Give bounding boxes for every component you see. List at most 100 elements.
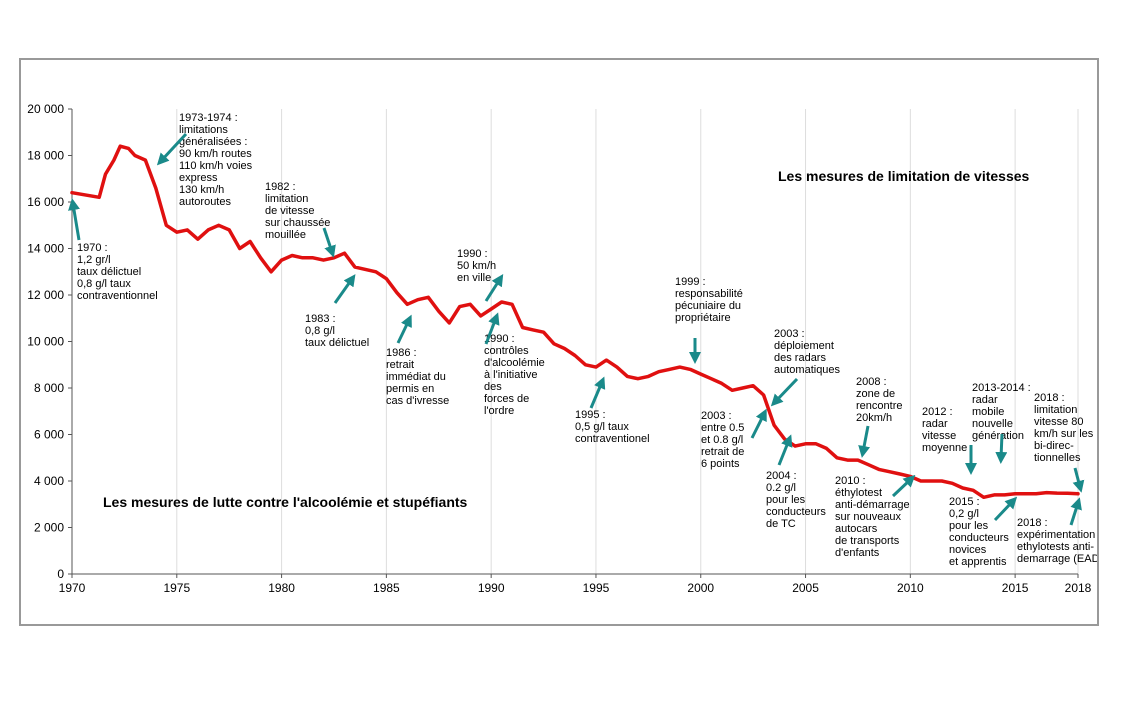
annotation-line: 1986 :	[386, 347, 417, 359]
annotation-text: 1982 : limitation de vitesse sur chaussée mo…	[265, 181, 330, 241]
annotation-line: autocars	[835, 523, 878, 535]
annotation-line: tionnelles	[1034, 452, 1081, 464]
annotation-arrow	[1072, 467, 1085, 493]
annotation-line: 2015 :	[949, 496, 980, 508]
x-tick-label: 2010	[897, 581, 924, 595]
annotation-line: mobile	[972, 406, 1004, 418]
annotation-line: 0.2 g/l	[766, 482, 796, 494]
annotation-line: limitation	[1034, 404, 1077, 416]
annotation-line: taux délictuel	[77, 266, 141, 278]
annotation-line: et 0.8 g/l	[701, 434, 743, 446]
heading-speed-measures: Les mesures de limitation de vitesses	[778, 168, 1030, 184]
annotation-line: de vitesse	[265, 205, 315, 217]
annotation-text: 2012 : radar vitesse moyenne	[922, 406, 967, 454]
annotation-arrow	[770, 377, 799, 407]
annotation-line: taux délictuel	[305, 337, 369, 349]
annotation-text: 2015 :0,2 g/l pour les conducteurs novices e…	[949, 496, 1009, 568]
annotation-line: cas d'ivresse	[386, 395, 449, 407]
annotation-arrow	[68, 198, 81, 241]
annotation-text: 2003 : entre 0.5 et 0.8 g/l retrait de 6 poi…	[701, 410, 744, 470]
annotation-line: 2018 :	[1034, 392, 1065, 404]
annotation-line: radar	[972, 394, 998, 406]
annotation-line: entre 0.5	[701, 422, 744, 434]
annotation-text: 2008 : zone de rencontre 20km/h	[856, 376, 902, 424]
annotation-line: 130 km/h	[179, 184, 224, 196]
annotation-line: 1999 :	[675, 276, 706, 288]
annotation-line: sur nouveaux	[835, 511, 902, 523]
annotation-line: pécuniaire du	[675, 300, 741, 312]
y-tick-label: 0	[57, 567, 64, 581]
annotation-line: pour les	[766, 494, 806, 506]
annotation-line: et apprentis	[949, 556, 1007, 568]
annotation-text: 2003 : déploiement des radars automatiques	[774, 328, 841, 376]
annotation-arrow	[777, 434, 793, 466]
annotation-text: 1990 :50 km/h en ville	[457, 248, 496, 284]
annotation-line: généralisées :	[179, 136, 248, 148]
annotation-line: d'alcoolémie	[484, 357, 545, 369]
annotation-line: de transports	[835, 535, 900, 547]
annotation-line: conducteurs	[949, 532, 1009, 544]
annotation-text: 1970 :1,2 gr/l taux délictuel 0,8 g/l taux…	[77, 242, 158, 302]
annotation-line: ethylotests anti-	[1017, 541, 1094, 553]
annotation-line: propriétaire	[675, 312, 731, 324]
annotation-line: d'enfants	[835, 547, 880, 559]
x-tick-label: 1985	[373, 581, 400, 595]
annotation-line: 1990 :	[484, 333, 515, 345]
annotation-line: immédiat du	[386, 371, 446, 383]
annotation-text: 1995 :0,5 g/l taux contraventionel	[575, 409, 650, 445]
annotation-line: conducteurs	[766, 506, 826, 518]
annotation-line: km/h sur les	[1034, 428, 1094, 440]
chart-svg: 0 2 000 4 000 6 000 8 000 10 000 12 000 14 000 1…	[27, 102, 1097, 595]
annotation-line: 1983 :	[305, 313, 336, 325]
annotation-line: 2018 :	[1017, 517, 1048, 529]
y-tick-label: 18 000	[27, 149, 64, 163]
annotation-line: 2003 :	[774, 328, 805, 340]
annotation-line: mouillée	[265, 229, 306, 241]
x-tick-label: 2018	[1065, 581, 1092, 595]
annotation-line: express	[179, 172, 218, 184]
annotation-text: 1983 :0,8 g/l taux délictuel	[305, 313, 369, 349]
annotation-arrow	[858, 425, 871, 458]
annotation-line: l'ordre	[484, 405, 514, 417]
annotation-arrow	[484, 312, 500, 345]
annotation-line: de TC	[766, 518, 796, 530]
annotation-text: 2018 : expérimentation ethylotests anti-de…	[1017, 517, 1097, 565]
annotation-line: 1,2 gr/l	[77, 254, 111, 266]
annotation-line: déploiement	[774, 340, 834, 352]
annotation-arrow	[396, 314, 412, 344]
y-tick-label: 14 000	[27, 242, 64, 256]
annotation-line: demarrage (EAD)	[1017, 553, 1097, 565]
annotation-text: 2010 : éthylotest anti-démarrage sur nouvea…	[835, 475, 910, 559]
annotation-line: en ville	[457, 272, 491, 284]
annotation-arrow	[891, 474, 916, 498]
annotation-line: vitesse 80	[1034, 416, 1084, 428]
annotation-line: sur chaussée	[265, 217, 330, 229]
annotation-arrow	[589, 376, 606, 409]
annotation-line: pour les	[949, 520, 989, 532]
annotation-arrow	[750, 408, 767, 439]
annotation-arrow	[333, 274, 356, 304]
annotation-line: 1982 :	[265, 181, 296, 193]
annotation-line: à l'initiative	[484, 369, 537, 381]
annotation-line: rencontre	[856, 400, 902, 412]
heading-alcohol-measures: Les mesures de lutte contre l'alcoolémie…	[103, 494, 468, 510]
annotation-line: 0,5 g/l taux	[575, 421, 629, 433]
x-tick-label: 1980	[268, 581, 295, 595]
annotation-line: 0,8 g/l	[305, 325, 335, 337]
annotation-line: 20km/h	[856, 412, 892, 424]
y-tick-label: 10 000	[27, 335, 64, 349]
x-tick-label: 1995	[583, 581, 610, 595]
annotation-text: 1973-1974 : limitations généralisées :90 k…	[179, 112, 253, 208]
annotation-line: expérimentation	[1017, 529, 1095, 541]
annotation-line: 6 points	[701, 458, 740, 470]
y-tick-label: 16 000	[27, 195, 64, 209]
annotation-line: contraventionnel	[77, 290, 158, 302]
annotation-line: novices	[949, 544, 987, 556]
annotation-line: limitation	[265, 193, 308, 205]
x-tick-label: 2005	[792, 581, 819, 595]
annotation-line: contraventionel	[575, 433, 650, 445]
annotation-line: 2010 :	[835, 475, 866, 487]
annotation-line: limitations	[179, 124, 228, 136]
x-tick-label: 2015	[1002, 581, 1029, 595]
annotation-line: automatiques	[774, 364, 841, 376]
